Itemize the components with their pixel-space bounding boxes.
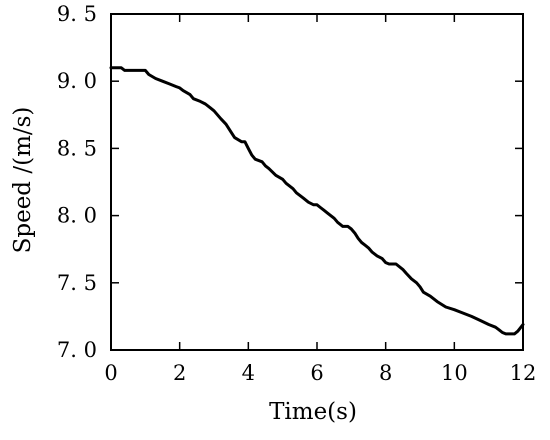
y-tick-label: 9. 0 bbox=[57, 69, 97, 93]
y-axis-title: Speed /(m/s) bbox=[10, 107, 36, 254]
x-tick-label: 0 bbox=[104, 361, 117, 385]
y-tick-label: 8. 5 bbox=[57, 136, 97, 160]
y-tick-label: 7. 5 bbox=[57, 271, 97, 295]
plot-frame bbox=[110, 13, 524, 351]
x-tick-label: 2 bbox=[173, 361, 186, 385]
x-tick-label: 8 bbox=[379, 361, 392, 385]
speed-series-line bbox=[109, 66, 525, 336]
x-tick-label: 4 bbox=[242, 361, 255, 385]
y-axis-ticks: 7. 0 7. 5 8. 0 8. 5 9. 0 9. 5 bbox=[57, 2, 523, 362]
y-tick-label: 7. 0 bbox=[57, 338, 97, 362]
x-axis-ticks: 0 2 4 6 8 10 12 bbox=[104, 14, 536, 385]
y-tick-label: 9. 5 bbox=[57, 2, 97, 26]
plot-area bbox=[109, 13, 525, 351]
x-tick-label: 12 bbox=[510, 361, 537, 385]
x-tick-label: 10 bbox=[441, 361, 468, 385]
y-tick-label: 8. 0 bbox=[57, 204, 97, 228]
x-axis-title: Time(s) bbox=[269, 399, 357, 425]
x-tick-label: 6 bbox=[310, 361, 323, 385]
